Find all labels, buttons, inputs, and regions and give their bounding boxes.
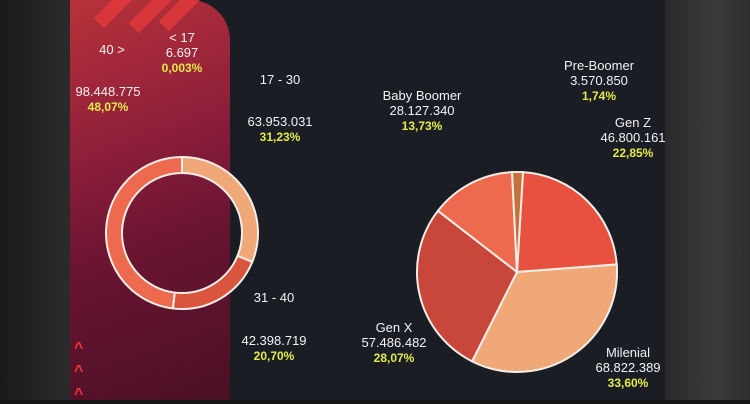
value-40-plus: 98.448.775 48,07% bbox=[75, 84, 141, 114]
label-31-40: 31 - 40 bbox=[253, 290, 295, 305]
presentation-screen: 40 > 98.448.775 48,07% < 17 6.697 0,003% 17… bbox=[70, 0, 665, 400]
slice-gen-x bbox=[416, 209, 519, 363]
slice-40 bbox=[105, 155, 183, 310]
slice-gen-z bbox=[515, 171, 618, 274]
monitor-bezel-left bbox=[0, 0, 70, 400]
slice-pre-boomer bbox=[510, 171, 525, 273]
value-17-30: 63.953.031 31,23% bbox=[247, 114, 313, 144]
label-pre-boomer: Pre-Boomer 3.570.850 1,74% bbox=[563, 58, 635, 103]
label-under-17: < 17 6.697 0,003% bbox=[161, 30, 203, 75]
value-31-40: 42.398.719 20,70% bbox=[241, 333, 307, 363]
label-17-30: 17 - 30 bbox=[259, 72, 301, 87]
label-baby-boomer: Baby Boomer 28.127.340 13,73% bbox=[382, 88, 462, 133]
label-gen-z: Gen Z 46.800.161 22,85% bbox=[600, 115, 665, 160]
label-40-plus: 40 > bbox=[99, 42, 125, 57]
red-side-panel bbox=[70, 0, 230, 400]
monitor-bezel-right bbox=[665, 0, 750, 400]
chevron-up-icon[interactable]: ^ bbox=[74, 386, 84, 403]
label-milenial: Milenial 68.822.389 33,60% bbox=[595, 345, 661, 390]
chevron-up-icon[interactable]: ^ bbox=[74, 363, 84, 380]
slice-17-30 bbox=[181, 155, 259, 264]
label-gen-x: Gen X 57.486.482 28,07% bbox=[361, 320, 427, 365]
slice-31-40 bbox=[171, 254, 254, 310]
charts-canvas bbox=[105, 155, 618, 373]
chevron-up-icon[interactable]: ^ bbox=[74, 340, 84, 357]
slice-baby-boomer bbox=[436, 171, 519, 275]
